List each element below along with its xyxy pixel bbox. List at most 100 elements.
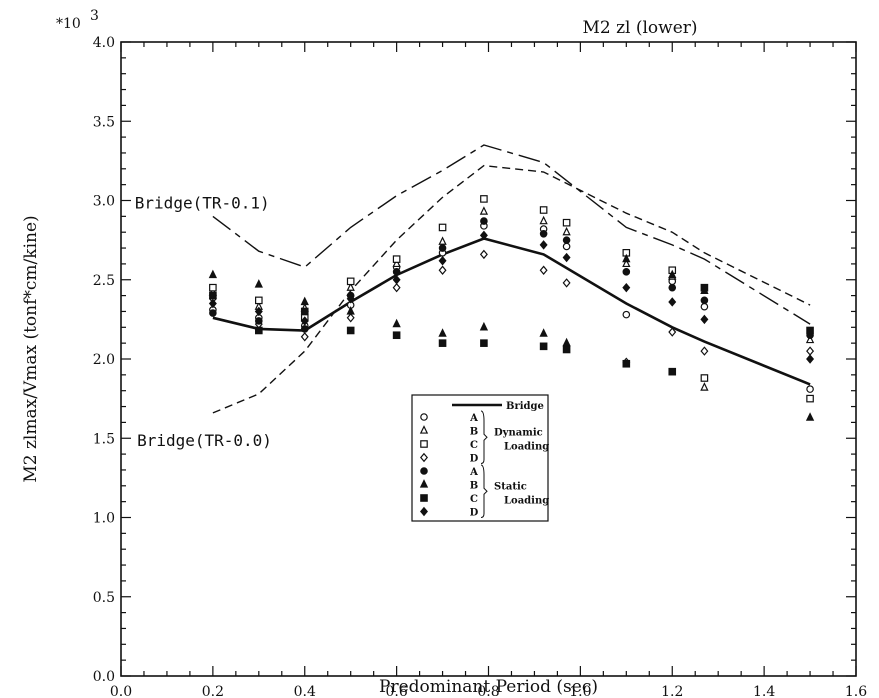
- data-point-static-b: [539, 328, 548, 337]
- data-point-dynamic-d: [700, 346, 709, 356]
- y-tick-label: 1.5: [93, 431, 115, 447]
- x-tick-label: 1.6: [845, 684, 867, 698]
- data-point-dynamic-b: [392, 258, 401, 268]
- curve-tr-0.1: [212, 144, 811, 325]
- data-point-dynamic-c: [209, 283, 217, 292]
- legend-box: [411, 394, 549, 522]
- data-point-static-d: [700, 314, 709, 325]
- x-tick-label: 0.0: [110, 684, 132, 698]
- data-point-static-a: [480, 217, 488, 225]
- data-point-static-d: [392, 275, 401, 285]
- y-tick-label: 2.0: [93, 352, 115, 368]
- data-point-static-c: [209, 291, 217, 300]
- data-point-dynamic-b: [700, 382, 709, 391]
- legend-group-label: Dynamic: [494, 427, 543, 438]
- data-point-static-c: [622, 359, 631, 368]
- data-point-static-a: [300, 325, 309, 333]
- text-layer: 0.0 0.2 0.4 0.6 0.8 1.0 1.2 1.4 1.6 0.0 0.5 1.0 1.5 2…: [21, 8, 867, 698]
- data-point-static-a: [622, 268, 631, 276]
- data-point-dynamic-d: [539, 265, 548, 275]
- data-point-dynamic-c: [480, 195, 488, 203]
- curve-layer: [212, 144, 811, 414]
- data-point-dynamic-c: [562, 218, 571, 227]
- data-point-dynamic-c: [255, 296, 263, 305]
- data-point-static-d: [438, 255, 447, 266]
- data-point-static-b: [346, 306, 355, 315]
- data-point-static-d: [668, 297, 677, 307]
- legend-marker: [420, 440, 428, 448]
- legend-group-sub: Loading: [504, 495, 549, 506]
- plot-area: [120, 41, 857, 677]
- data-point-static-c: [480, 339, 488, 347]
- x-tick-label: 0.2: [202, 684, 224, 698]
- data-point-static-d: [562, 252, 571, 263]
- data-point-dynamic-d: [346, 313, 355, 323]
- curve-annotation: Bridge(TR-0.1): [135, 193, 270, 212]
- chart-title: M2 zl (lower): [582, 18, 697, 38]
- x-tick-label: 1.0: [569, 684, 591, 698]
- data-point-static-d: [346, 294, 355, 304]
- curve-tr-0.0: [212, 164, 811, 414]
- legend-brace: [480, 464, 488, 518]
- data-point-static-d: [208, 298, 217, 309]
- data-point-static-a: [438, 244, 447, 252]
- y-tick-label: 2.5: [93, 273, 115, 289]
- data-point-dynamic-d: [668, 327, 677, 337]
- data-point-static-c: [346, 326, 355, 335]
- y-tick-label: 3.5: [93, 114, 115, 130]
- x-tick-label: 1.2: [661, 684, 683, 698]
- legend-marker: [420, 506, 428, 517]
- legend-letter: B: [470, 481, 478, 492]
- data-point-dynamic-d: [300, 332, 309, 342]
- data-point-dynamic-a: [700, 302, 709, 311]
- data-point-static-b: [392, 318, 401, 328]
- legend-group-label: Static: [494, 481, 527, 492]
- data-point-static-d: [254, 306, 263, 317]
- curve-annotation: Bridge(TR-0.0): [137, 431, 272, 450]
- data-point-static-b: [438, 328, 447, 337]
- data-point-static-c: [806, 326, 814, 335]
- data-point-static-a: [668, 283, 677, 292]
- data-point-static-b: [254, 279, 263, 288]
- legend-marker: [420, 413, 428, 421]
- x-axis-title: Predominant Period (sec): [379, 677, 598, 697]
- data-point-dynamic-b: [479, 206, 489, 215]
- x-tick-label: 0.8: [477, 684, 499, 698]
- data-point-static-a: [255, 317, 263, 325]
- data-point-dynamic-b: [438, 236, 447, 245]
- legend-marker: [420, 452, 428, 463]
- legend-letter: C: [470, 494, 478, 505]
- legend-marker: [419, 425, 429, 434]
- legend-title: Bridge: [506, 401, 544, 412]
- x-tick-label: 0.6: [385, 684, 407, 698]
- data-point-dynamic-c: [346, 277, 355, 286]
- data-point-static-b: [208, 269, 218, 279]
- data-point-dynamic-b: [622, 258, 631, 268]
- data-point-static-a: [392, 268, 401, 276]
- x-tick-label: 0.4: [294, 684, 316, 698]
- data-point-dynamic-a: [622, 310, 631, 319]
- data-point-dynamic-c: [392, 255, 401, 263]
- legend: BridgeABCDDynamicLoadingABCDStaticLoadin…: [411, 394, 549, 522]
- data-point-dynamic-c: [539, 206, 548, 214]
- legend-brace: [480, 410, 488, 464]
- legend-marker: [419, 479, 429, 488]
- data-point-static-d: [479, 230, 488, 241]
- legend-marker: [420, 467, 428, 475]
- data-point-dynamic-b: [346, 282, 355, 291]
- data-point-dynamic-a: [806, 385, 814, 393]
- data-point-dynamic-d: [438, 265, 447, 275]
- data-point-static-a: [700, 296, 709, 305]
- data-point-dynamic-d: [806, 346, 815, 356]
- data-point-static-d: [806, 354, 815, 364]
- data-point-static-a: [539, 229, 548, 238]
- legend-letter: D: [470, 454, 479, 465]
- legend-letter: A: [469, 467, 478, 478]
- y-tick-label: 1.0: [93, 511, 115, 527]
- data-point-dynamic-d: [479, 249, 488, 260]
- data-point-static-c: [255, 326, 263, 335]
- data-point-dynamic-c: [438, 223, 447, 232]
- data-point-static-a: [209, 309, 217, 317]
- x-tick-label: 1.4: [753, 684, 775, 698]
